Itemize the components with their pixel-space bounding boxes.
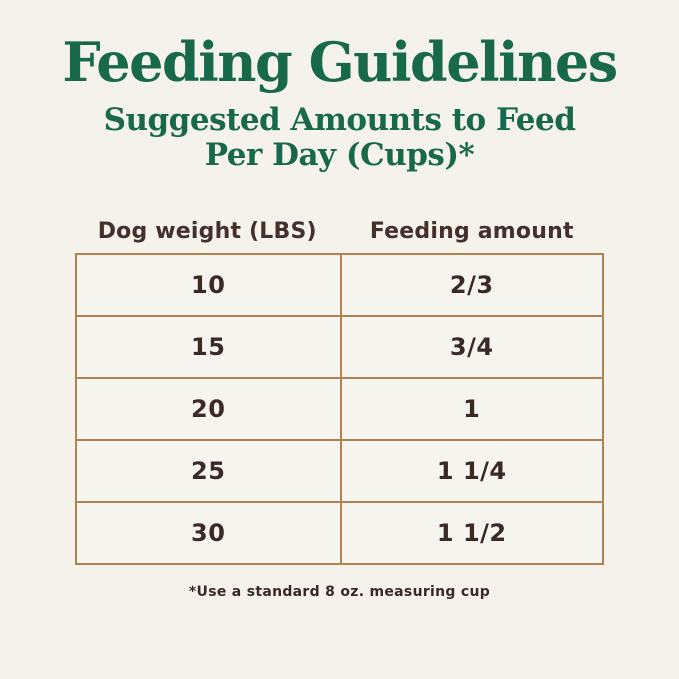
dog-weight-value: 20 bbox=[191, 395, 226, 424]
feeding-amount-value: 1 1/4 bbox=[339, 441, 603, 502]
dog-weight-value: 10 bbox=[191, 271, 226, 300]
feeding-amount-value: 2/3 bbox=[339, 255, 603, 316]
page-subtitle: Suggested Amounts to Feed Per Day (Cups)* bbox=[0, 101, 679, 174]
feeding-table: 10 2/3 15 3/4 20 1 25 1 1/4 30 1 1/2 bbox=[75, 253, 604, 566]
feeding-amount-value: 3/4 bbox=[339, 317, 603, 378]
page-title: Feeding Guidelines bbox=[62, 30, 618, 94]
subtitle-line-2: Per Day (Cups)* bbox=[204, 137, 475, 174]
table-row: 20 1 bbox=[77, 377, 603, 440]
table-row: 10 2/3 bbox=[77, 255, 603, 316]
table-row: 25 1 1/4 bbox=[77, 439, 603, 502]
table-row: 30 1 1/2 bbox=[77, 501, 603, 564]
dog-weight-value: 15 bbox=[191, 333, 226, 362]
column-header-dog-weight: Dog weight (LBS) bbox=[97, 219, 317, 245]
feeding-amount-value: 1 bbox=[339, 379, 603, 440]
dog-weight-value: 25 bbox=[191, 457, 226, 486]
subtitle-line-1: Suggested Amounts to Feed bbox=[103, 101, 576, 138]
feeding-table-area: Dog weight (LBS) Feeding amount 10 2/3 1… bbox=[75, 219, 604, 600]
dog-weight-value: 30 bbox=[191, 519, 226, 548]
table-row: 15 3/4 bbox=[77, 315, 603, 378]
table-column-headers: Dog weight (LBS) Feeding amount bbox=[75, 219, 604, 244]
feeding-amount-value: 1 1/2 bbox=[339, 503, 603, 564]
measuring-cup-footnote: *Use a standard 8 oz. measuring cup bbox=[188, 584, 491, 601]
column-header-feeding-amount: Feeding amount bbox=[369, 219, 574, 245]
